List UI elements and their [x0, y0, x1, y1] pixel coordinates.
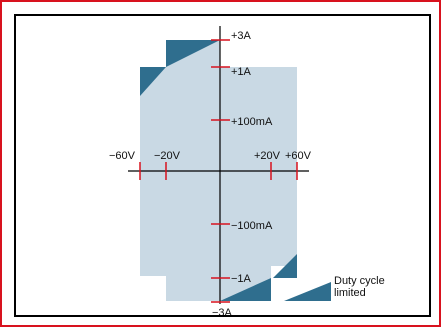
operating-envelope-diagram: +3A +1A +100mA −100mA −1A −3A −60V −20V …: [109, 26, 385, 317]
legend-label-line2: limited: [334, 287, 366, 299]
label-p3a: +3A: [231, 30, 252, 42]
label-p100ma: +100mA: [231, 116, 273, 128]
legend-swatch: [284, 282, 331, 301]
label-p20v: +20V: [254, 150, 281, 162]
duty-limited-region-bottom: [220, 278, 271, 301]
label-m60v: −60V: [109, 150, 136, 162]
label-m3a: −3A: [212, 307, 233, 317]
label-p60v: +60V: [285, 150, 312, 162]
legend-label-line1: Duty cycle: [334, 275, 385, 287]
label-m20v: −20V: [154, 150, 181, 162]
label-m1a: −1A: [231, 273, 252, 285]
duty-limited-region-upper-left: [140, 67, 166, 96]
duty-limited-region-top: [166, 40, 220, 67]
duty-limited-region-lower-right: [273, 254, 297, 278]
label-m100ma: −100mA: [231, 220, 273, 232]
diagram-panel: +3A +1A +100mA −100mA −1A −3A −60V −20V …: [14, 14, 431, 317]
label-p1a: +1A: [231, 66, 252, 78]
